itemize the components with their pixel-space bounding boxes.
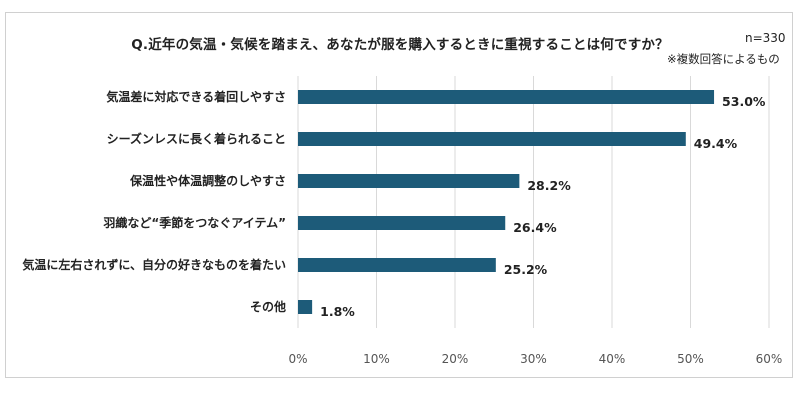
x-tick-label: 60%: [756, 352, 783, 366]
category-label: 羽織など“季節をつなぐアイテム”: [103, 215, 286, 230]
chart-title: Q.近年の気温・気候を踏まえ、あなたが服を購入するときに重視することは何ですか？: [131, 37, 669, 53]
category-label: 保温性や体温調整のしやすさ: [129, 173, 286, 188]
data-label: 25.2%: [504, 262, 548, 277]
bar: [298, 90, 715, 104]
bar: [298, 132, 686, 146]
x-tick-label: 0%: [288, 352, 307, 366]
x-tick-label: 50%: [677, 352, 704, 366]
chart-note: ※複数回答によるもの: [667, 52, 780, 66]
category-label: シーズンレスに長く着られること: [107, 131, 286, 146]
chart-frame: [5, 12, 793, 378]
x-tick-label: 30%: [520, 352, 547, 366]
category-label: 気温差に対応できる着回しやすさ: [106, 89, 286, 104]
x-tick-label: 20%: [442, 352, 469, 366]
data-label: 49.4%: [694, 136, 738, 151]
bar: [298, 258, 496, 272]
category-label: その他: [250, 299, 286, 314]
data-label: 28.2%: [527, 178, 571, 193]
bar: [298, 216, 506, 230]
sample-size-label: n=330: [745, 31, 786, 45]
x-tick-label: 10%: [363, 352, 390, 366]
category-label: 気温に左右されずに、自分の好きなものを着たい: [22, 257, 286, 272]
data-label: 53.0%: [722, 94, 766, 109]
data-label: 26.4%: [513, 220, 557, 235]
data-label: 1.8%: [320, 304, 355, 319]
bar: [298, 174, 520, 188]
x-tick-label: 40%: [599, 352, 626, 366]
bar: [298, 300, 313, 314]
